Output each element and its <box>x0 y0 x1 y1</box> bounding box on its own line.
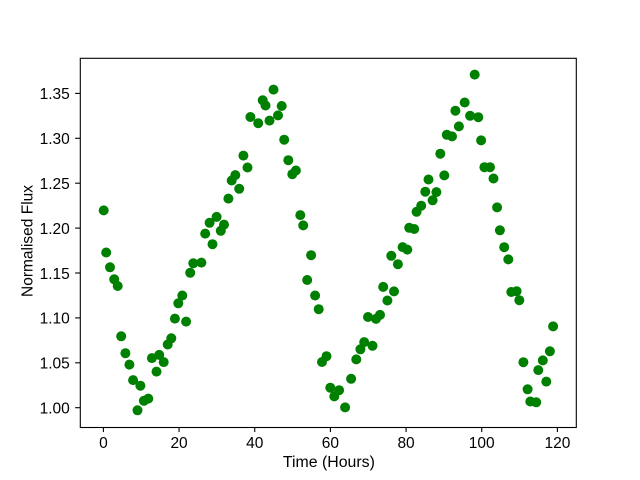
svg-text:1.10: 1.10 <box>40 311 71 328</box>
svg-text:1.20: 1.20 <box>40 221 71 238</box>
svg-text:1.30: 1.30 <box>40 131 71 148</box>
svg-text:Normalised Flux: Normalised Flux <box>20 185 37 297</box>
svg-text:0: 0 <box>99 435 108 452</box>
svg-text:40: 40 <box>246 435 264 452</box>
svg-text:20: 20 <box>170 435 188 452</box>
svg-text:1.25: 1.25 <box>40 176 70 193</box>
svg-text:120: 120 <box>544 435 570 452</box>
svg-text:1.00: 1.00 <box>40 401 71 418</box>
svg-text:1.15: 1.15 <box>40 266 70 283</box>
svg-text:100: 100 <box>469 435 495 452</box>
svg-text:Time (Hours): Time (Hours) <box>283 454 375 471</box>
svg-text:1.05: 1.05 <box>40 356 70 373</box>
svg-text:60: 60 <box>322 435 340 452</box>
svg-text:1.35: 1.35 <box>40 86 70 103</box>
svg-text:80: 80 <box>397 435 415 452</box>
